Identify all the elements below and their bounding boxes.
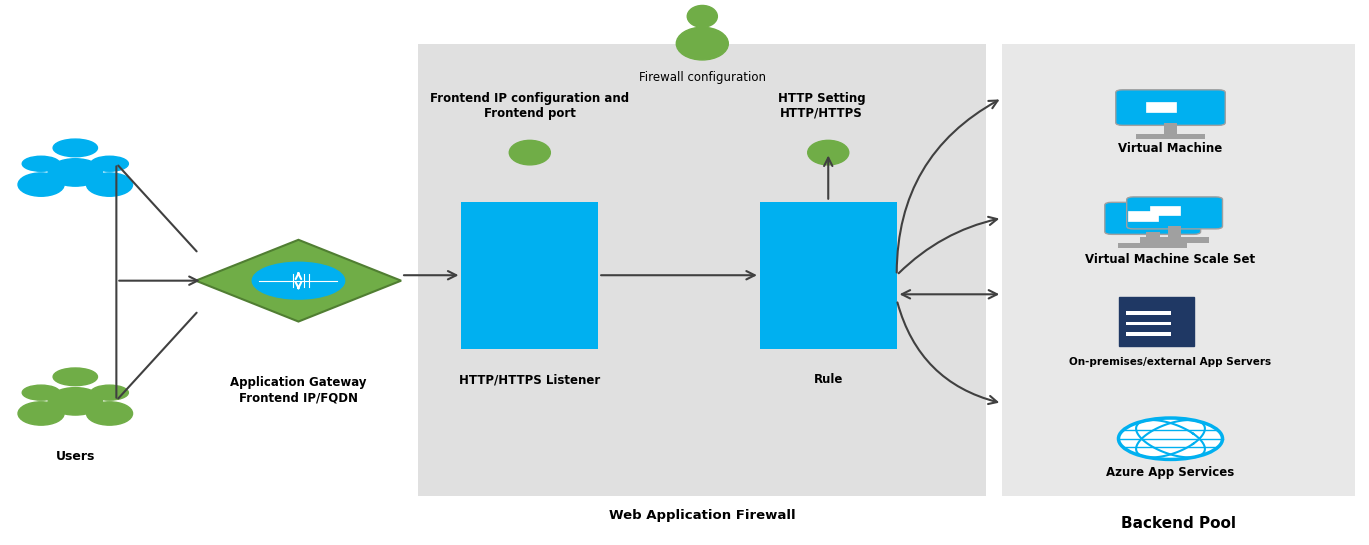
Bar bbox=[1118, 243, 1187, 248]
Circle shape bbox=[22, 385, 60, 400]
Bar bbox=[1146, 102, 1176, 112]
Circle shape bbox=[90, 156, 129, 171]
Bar bbox=[1125, 322, 1172, 325]
Ellipse shape bbox=[48, 387, 103, 415]
Text: Frontend IP configuration and
Frontend port: Frontend IP configuration and Frontend p… bbox=[430, 92, 630, 120]
Ellipse shape bbox=[687, 5, 717, 27]
Circle shape bbox=[53, 368, 97, 386]
Ellipse shape bbox=[676, 27, 728, 60]
Ellipse shape bbox=[509, 141, 550, 165]
Bar bbox=[1146, 232, 1160, 248]
Bar bbox=[1128, 211, 1158, 221]
Text: Web Application Firewall: Web Application Firewall bbox=[609, 508, 795, 522]
FancyBboxPatch shape bbox=[1116, 90, 1225, 125]
Ellipse shape bbox=[86, 173, 133, 196]
Circle shape bbox=[53, 139, 97, 157]
Bar bbox=[1164, 123, 1177, 139]
Text: Virtual Machine: Virtual Machine bbox=[1118, 142, 1223, 155]
Bar bbox=[1136, 134, 1205, 139]
FancyBboxPatch shape bbox=[461, 202, 598, 349]
Ellipse shape bbox=[18, 173, 64, 196]
Text: Firewall configuration: Firewall configuration bbox=[639, 71, 765, 84]
Circle shape bbox=[22, 156, 60, 171]
Ellipse shape bbox=[808, 141, 849, 165]
Ellipse shape bbox=[48, 159, 103, 186]
FancyBboxPatch shape bbox=[1127, 197, 1223, 229]
Bar bbox=[1125, 311, 1172, 314]
Text: On-premises/external App Servers: On-premises/external App Servers bbox=[1069, 357, 1272, 367]
Text: HTTP/HTTPS Listener: HTTP/HTTPS Listener bbox=[459, 373, 601, 386]
Bar bbox=[1168, 226, 1181, 243]
FancyBboxPatch shape bbox=[1002, 44, 1355, 496]
Circle shape bbox=[90, 385, 129, 400]
Bar bbox=[1150, 205, 1180, 215]
FancyBboxPatch shape bbox=[760, 202, 897, 349]
FancyBboxPatch shape bbox=[1105, 202, 1201, 234]
FancyBboxPatch shape bbox=[1118, 297, 1194, 346]
Text: HTTP Setting
HTTP/HTTPS: HTTP Setting HTTP/HTTPS bbox=[778, 92, 865, 120]
Bar bbox=[1125, 332, 1172, 336]
Ellipse shape bbox=[18, 402, 64, 425]
Circle shape bbox=[252, 262, 345, 299]
Text: Application Gateway
Frontend IP/FQDN: Application Gateway Frontend IP/FQDN bbox=[230, 376, 367, 404]
Text: Azure App Services: Azure App Services bbox=[1106, 466, 1235, 479]
Text: Users: Users bbox=[56, 450, 94, 463]
Text: Backend Pool: Backend Pool bbox=[1121, 516, 1236, 531]
Text: Rule: Rule bbox=[813, 373, 843, 386]
Text: Virtual Machine Scale Set: Virtual Machine Scale Set bbox=[1086, 253, 1255, 267]
Ellipse shape bbox=[86, 402, 133, 425]
FancyBboxPatch shape bbox=[418, 44, 986, 496]
Bar bbox=[1140, 237, 1209, 243]
Circle shape bbox=[1118, 418, 1223, 459]
Polygon shape bbox=[196, 240, 401, 322]
